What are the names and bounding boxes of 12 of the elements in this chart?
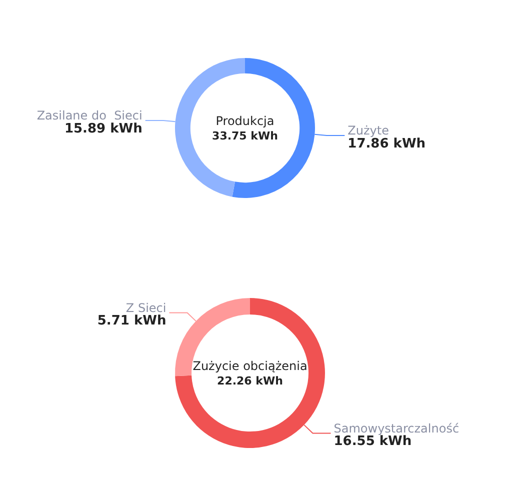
data-label: 5.71 kWh [97,314,166,329]
data-label: 15.89 kWh [64,121,142,136]
text: 22.26 kWh [217,374,283,388]
text: 33.75 kWh [212,129,278,142]
text: Zużycie obciążenia [192,359,308,374]
text: Produkcja [216,114,274,128]
data-label: 17.86 kWh [348,136,426,152]
slice-label: Z Sieci [126,300,166,315]
data-label: 16.55 kWh [334,434,412,450]
slice-label: Zasilane do Sieci [36,108,142,123]
slice-label: Zużyte [348,124,389,138]
slice-label: Samowystarczalność [334,421,460,436]
